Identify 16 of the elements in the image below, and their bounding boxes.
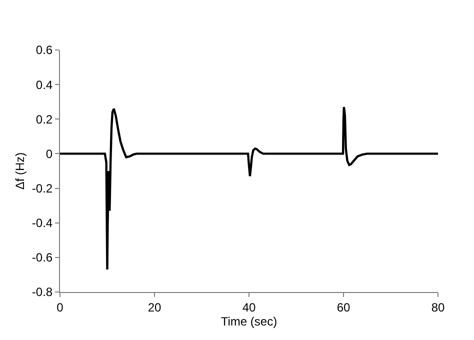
y-tick-label: 0 (46, 146, 53, 161)
y-tick-label: -0.6 (32, 250, 53, 265)
y-tick-label: 0.2 (36, 112, 53, 126)
y-axis-title: Δf (Hz) (13, 152, 28, 190)
x-tick-label: 80 (431, 300, 445, 314)
x-axis-title: Time (sec) (220, 314, 278, 328)
x-tick-label: 40 (242, 300, 256, 314)
x-tick-label: 20 (148, 300, 162, 314)
y-tick-label: -0.2 (32, 181, 53, 196)
y-tick-label: 0.6 (36, 43, 53, 58)
y-tick-label: -0.4 (32, 216, 53, 230)
line-series (60, 106, 438, 271)
x-tick-label: 60 (336, 300, 350, 314)
y-tick-label: -0.8 (32, 285, 53, 300)
y-tick-label: 0.4 (36, 78, 53, 92)
x-tick-label: 0 (56, 300, 64, 314)
